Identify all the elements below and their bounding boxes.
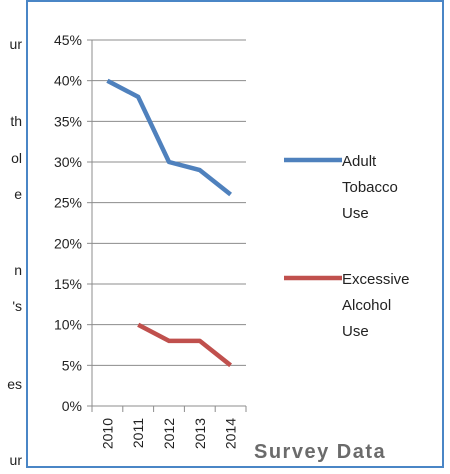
- y-tick-label: 10%: [54, 317, 82, 333]
- legend-label: Excessive: [342, 271, 410, 288]
- legend-label: Tobacco: [342, 179, 398, 196]
- doc-fragment: ur: [9, 452, 22, 468]
- chart-frame: 0% 5% 10% 15% 20% 25% 30% 35% 40% 45% 2010 2011 201…: [26, 0, 444, 468]
- doc-fragment: ol: [11, 150, 22, 166]
- x-tick-label: 2014: [223, 418, 239, 449]
- chart-title: Survey Data: [254, 441, 386, 463]
- y-tick-label: 0%: [62, 398, 82, 414]
- doc-fragment: 's: [12, 298, 22, 314]
- y-tick-label: 45%: [54, 32, 82, 48]
- x-tick-label: 2011: [130, 418, 146, 448]
- y-tick-label: 40%: [54, 73, 82, 89]
- y-tick-label: 20%: [54, 235, 82, 251]
- y-tick-label: 25%: [54, 195, 82, 211]
- x-tick-label: 2013: [192, 418, 208, 449]
- doc-fragment: e: [14, 186, 22, 202]
- doc-fragment: th: [10, 113, 22, 129]
- y-tick-label: 35%: [54, 113, 82, 129]
- x-tick-label: 2012: [161, 418, 177, 449]
- legend-label: Use: [342, 323, 369, 340]
- doc-fragment: n: [14, 262, 22, 278]
- y-tick-label: 15%: [54, 276, 82, 292]
- y-axis-tick-labels: 0% 5% 10% 15% 20% 25% 30% 35% 40% 45%: [54, 32, 82, 414]
- x-axis-tick-labels: 2010 2011 2012 2013 2014: [99, 418, 238, 449]
- series-line: [106, 78, 232, 197]
- doc-fragment: ur: [9, 36, 22, 52]
- y-tick-label: 5%: [62, 357, 82, 373]
- legend-label: Alcohol: [342, 297, 391, 314]
- legend: Adult Tobacco Use Excessive Alcohol Use: [284, 153, 410, 340]
- x-tick-label: 2010: [99, 418, 115, 449]
- line-chart: 0%5%10%15%20%25%30%35%40%45% 2010 2011 201…: [54, 32, 410, 463]
- series-line: [137, 322, 232, 368]
- gridlines: [92, 39, 246, 366]
- document-text-fragments: ur th ol e n 's es ur: [0, 0, 28, 474]
- doc-fragment: es: [7, 376, 22, 392]
- legend-label: Use: [342, 205, 369, 222]
- y-tick-label: 30%: [54, 154, 82, 170]
- axes: [87, 39, 247, 412]
- legend-label: Adult: [342, 153, 377, 170]
- series-lines: [106, 78, 232, 368]
